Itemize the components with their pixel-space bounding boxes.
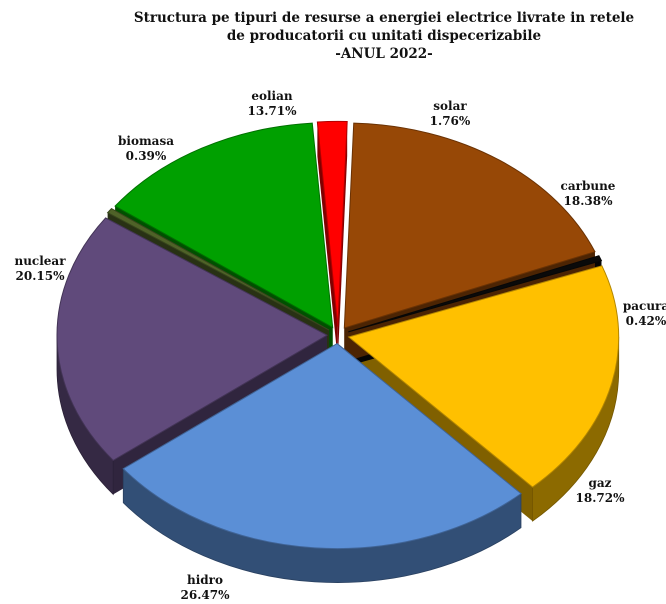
slice-value-carbune: 18.38% bbox=[564, 194, 614, 208]
slice-name-pacura: pacura bbox=[623, 299, 666, 313]
slice-name-gaz: gaz bbox=[589, 476, 612, 490]
chart-title: Structura pe tipuri de resurse a energie… bbox=[134, 10, 634, 62]
slice-name-hidro: hidro bbox=[187, 573, 223, 587]
chart-title-line-2: de producatorii cu unitati dispecerizabi… bbox=[227, 28, 541, 44]
pie-cut-solar-0 bbox=[317, 122, 338, 361]
slice-name-nuclear: nuclear bbox=[14, 254, 66, 268]
slice-name-eolian: eolian bbox=[251, 89, 293, 103]
slice-name-solar: solar bbox=[433, 99, 467, 113]
slice-value-eolian: 13.71% bbox=[248, 104, 298, 118]
chart-title-line-1: Structura pe tipuri de resurse a energie… bbox=[134, 10, 634, 26]
slice-value-solar: 1.76% bbox=[430, 114, 471, 128]
slice-name-carbune: carbune bbox=[561, 179, 616, 193]
slice-value-pacura: 0.42% bbox=[626, 314, 666, 328]
chart-title-line-3: -ANUL 2022- bbox=[335, 46, 433, 62]
slice-value-biomasa: 0.39% bbox=[126, 149, 167, 163]
pie-slice-pacura bbox=[348, 255, 603, 333]
pie-tops bbox=[56, 120, 620, 550]
pie-slice-gaz bbox=[347, 265, 620, 488]
pie-slice-solar bbox=[316, 120, 348, 327]
slice-value-gaz: 18.72% bbox=[576, 491, 626, 505]
pie-slice-carbune bbox=[343, 122, 596, 329]
pie-slice-biomasa bbox=[106, 207, 330, 331]
slice-value-hidro: 26.47% bbox=[181, 588, 231, 602]
slice-value-nuclear: 20.15% bbox=[16, 269, 66, 283]
pie-slice-eolian bbox=[114, 122, 334, 329]
pie-slice-hidro bbox=[122, 342, 522, 550]
pie-slice-nuclear bbox=[56, 217, 329, 462]
slice-name-biomasa: biomasa bbox=[118, 134, 174, 148]
